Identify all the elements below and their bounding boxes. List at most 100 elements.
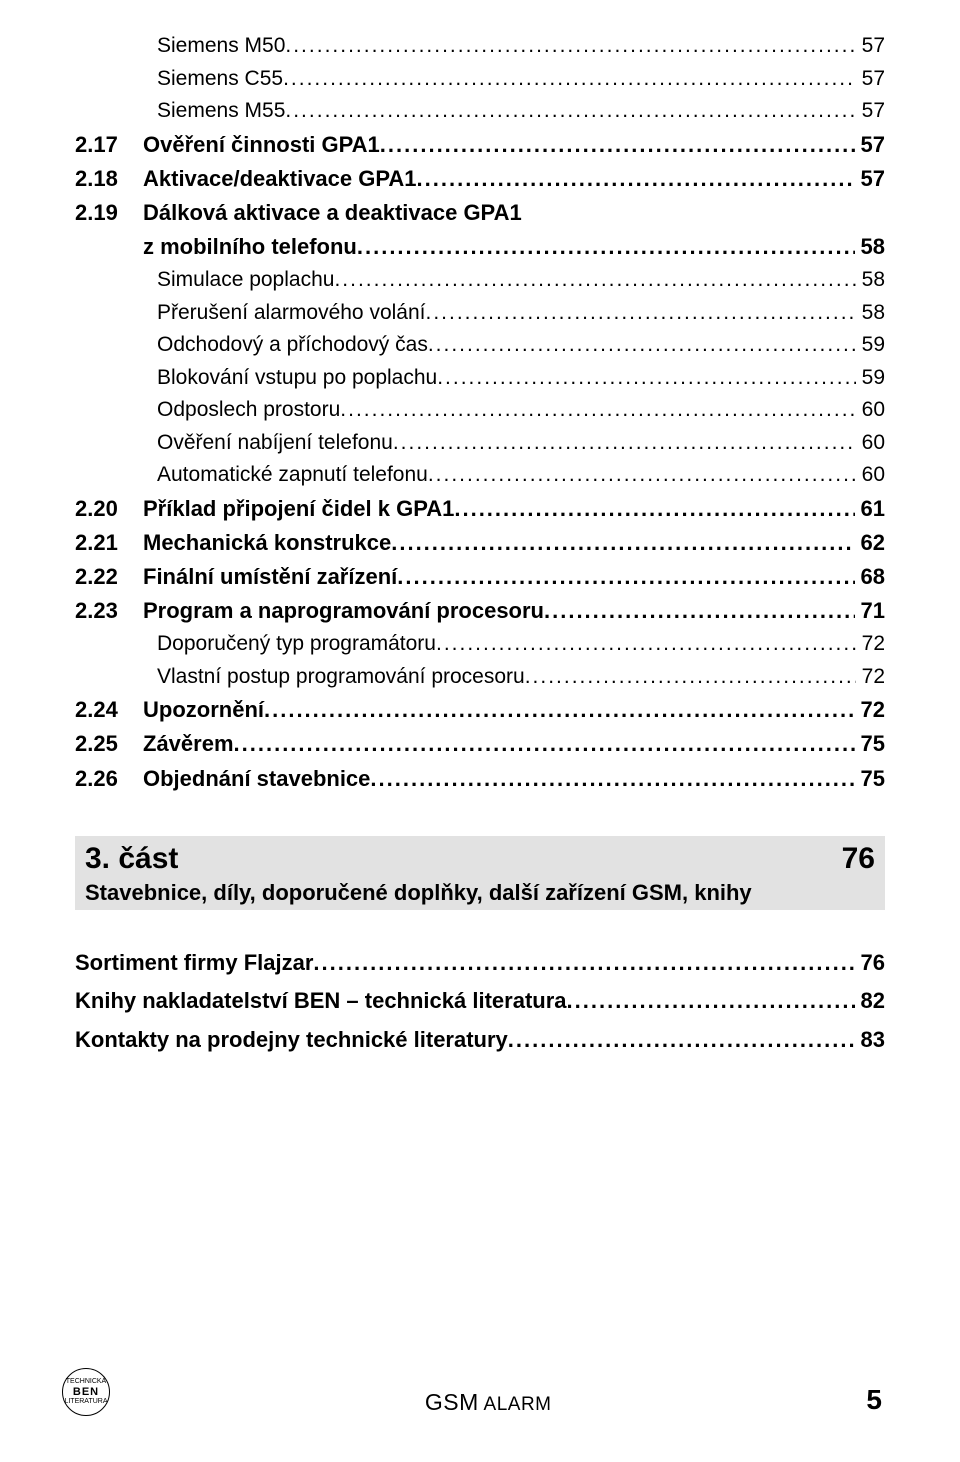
toc-label: Mechanická konstrukce: [143, 526, 391, 560]
toc-number: 2.20: [75, 492, 135, 526]
toc-page: 62: [855, 526, 885, 560]
bottom-toc: Sortiment firmy Flajzar 76 Knihy nakladat…: [75, 944, 885, 1060]
toc-leader: [454, 492, 854, 526]
logo-bottom-text: LITERATURA: [64, 1398, 107, 1406]
part-section: 3. část 76 Stavebnice, díly, doporučené …: [75, 836, 885, 910]
toc-leader: [437, 362, 855, 395]
toc-entry: 2.22Finální umístění zařízení 68: [75, 560, 885, 594]
toc-page: 72: [855, 693, 885, 727]
toc-leader: [508, 1021, 855, 1060]
toc-page: 59: [856, 329, 885, 362]
toc-entry: 2.25Závěrem 75: [75, 727, 885, 761]
toc-leader: [380, 128, 855, 162]
toc-leader: [393, 427, 856, 460]
footer-page-number: 5: [866, 1384, 882, 1416]
toc-entry: Knihy nakladatelství BEN – technická lit…: [75, 982, 885, 1021]
toc-leader: [425, 297, 855, 330]
toc-page: 59: [856, 362, 885, 395]
toc-leader: [567, 982, 855, 1021]
toc-leader: [283, 63, 856, 96]
toc-leader: [428, 459, 856, 492]
toc-entry: Simulace poplachu58: [75, 264, 885, 297]
toc-label: Ověření činnosti GPA1: [143, 128, 380, 162]
toc-label: Blokování vstupu po poplachu: [157, 362, 437, 395]
toc-leader: [428, 329, 856, 362]
toc-entry: 2.20Příklad připojení čidel k GPA1 61: [75, 492, 885, 526]
toc-number: 2.22: [75, 560, 135, 594]
page-content: Siemens M5057Siemens C5557Siemens M55572…: [0, 0, 960, 1059]
toc-leader: [285, 30, 855, 63]
toc-label: Siemens M50: [157, 30, 285, 63]
toc-label: Automatické zapnutí telefonu: [157, 459, 428, 492]
toc-page: 75: [855, 727, 885, 761]
part-title: 3. část: [85, 842, 178, 876]
footer-title-rest: ALARM: [479, 1394, 552, 1415]
toc-label: Finální umístění zařízení: [143, 560, 397, 594]
toc-page: 61: [855, 492, 885, 526]
toc-entry: Odposlech prostoru 60: [75, 394, 885, 427]
toc-entry-continuation: z mobilního telefonu 58: [75, 230, 885, 264]
toc-label: Odposlech prostoru: [157, 394, 340, 427]
toc-leader: [334, 264, 855, 297]
toc-page: 71: [855, 594, 885, 628]
toc-label: Doporučený typ programátoru: [157, 628, 436, 661]
toc-entry: Vlastní postup programování procesoru 72: [75, 661, 885, 694]
part-heading: 3. část 76: [85, 842, 875, 876]
toc-page: 57: [855, 162, 885, 196]
logo-mid-text: BEN: [73, 1386, 99, 1398]
toc-leader: [370, 762, 854, 796]
toc-page: 72: [856, 661, 885, 694]
toc-label: Siemens C55: [157, 63, 283, 96]
toc-leader: [313, 944, 854, 983]
toc-label: Dálková aktivace a deaktivace GPA1: [143, 196, 522, 230]
toc-page: 57: [856, 95, 885, 128]
publisher-logo: TECHNICKÁ BEN LITERATURA: [62, 1368, 110, 1416]
toc-label: Knihy nakladatelství BEN – technická lit…: [75, 982, 567, 1021]
toc-label: Kontakty na prodejny technické literatur…: [75, 1021, 508, 1060]
toc-page: 57: [855, 128, 885, 162]
toc-page: 58: [855, 230, 885, 264]
logo-top-text: TECHNICKÁ: [66, 1378, 106, 1386]
toc-label: Vlastní postup programování procesoru: [157, 661, 525, 694]
toc-page: 58: [856, 264, 885, 297]
toc-number: 2.17: [75, 128, 135, 162]
toc-leader: [397, 560, 854, 594]
toc-leader: [285, 95, 855, 128]
toc-entry: 2.18Aktivace/deaktivace GPA1 57: [75, 162, 885, 196]
toc-entry: Siemens M50 57: [75, 30, 885, 63]
toc-number: 2.18: [75, 162, 135, 196]
toc-page: 83: [855, 1021, 885, 1060]
toc-label: z mobilního telefonu: [143, 230, 357, 264]
toc-label: Upozornění: [143, 693, 264, 727]
toc-leader: [391, 526, 854, 560]
toc-entry: Doporučený typ programátoru72: [75, 628, 885, 661]
toc-page: 68: [855, 560, 885, 594]
toc-label: Objednání stavebnice: [143, 762, 370, 796]
table-of-contents: Siemens M5057Siemens C5557Siemens M55572…: [75, 30, 885, 796]
toc-label: Závěrem: [143, 727, 234, 761]
toc-page: 75: [855, 762, 885, 796]
toc-page: 76: [855, 944, 885, 983]
toc-entry: Kontakty na prodejny technické literatur…: [75, 1021, 885, 1060]
toc-leader: [234, 727, 855, 761]
toc-entry: 2.26Objednání stavebnice 75: [75, 762, 885, 796]
toc-page: 57: [856, 30, 885, 63]
toc-page: 60: [856, 394, 885, 427]
toc-entry: 2.24Upozornění 72: [75, 693, 885, 727]
toc-entry: 2.19Dálková aktivace a deaktivace GPA1: [75, 196, 885, 230]
toc-entry: Přerušení alarmového volání58: [75, 297, 885, 330]
toc-label: Program a naprogramování procesoru: [143, 594, 544, 628]
toc-entry: Siemens M5557: [75, 95, 885, 128]
page-footer: TECHNICKÁ BEN LITERATURA GSM ALARM 5: [0, 1368, 960, 1416]
toc-entry: Ověření nabíjení telefonu60: [75, 427, 885, 460]
toc-label: Ověření nabíjení telefonu: [157, 427, 393, 460]
toc-leader: [544, 594, 855, 628]
toc-entry: 2.23Program a naprogramování procesoru 7…: [75, 594, 885, 628]
toc-leader: [340, 394, 855, 427]
toc-label: Sortiment firmy Flajzar: [75, 944, 313, 983]
toc-leader: [417, 162, 855, 196]
toc-leader: [436, 628, 856, 661]
toc-number: 2.23: [75, 594, 135, 628]
toc-entry: Blokování vstupu po poplachu 59: [75, 362, 885, 395]
toc-entry: Automatické zapnutí telefonu60: [75, 459, 885, 492]
